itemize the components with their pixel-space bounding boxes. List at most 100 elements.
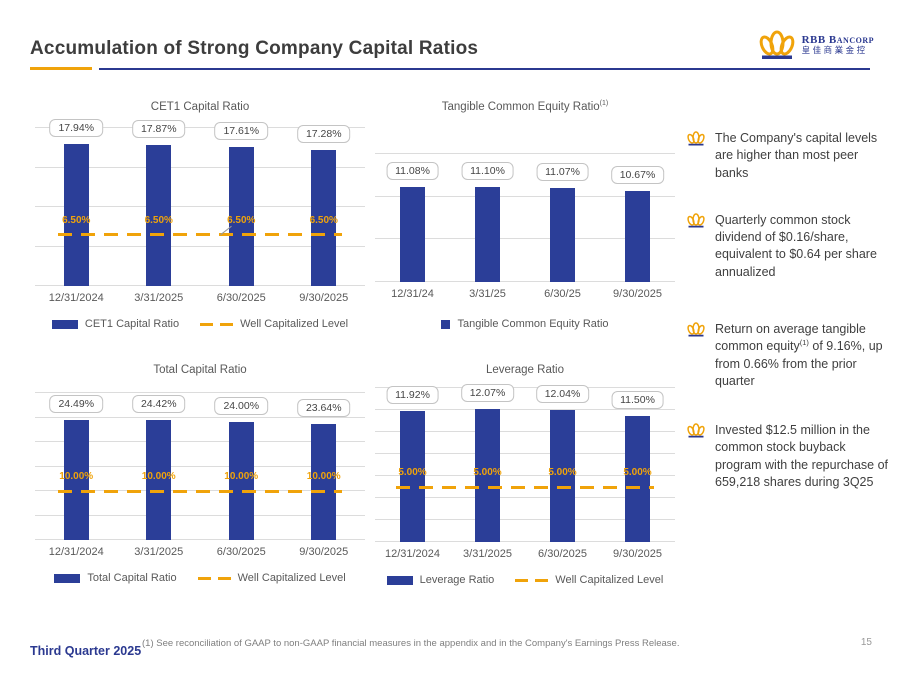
x-axis-labels: 12/31/24 3/31/25 6/30/25 9/30/2025: [375, 288, 675, 302]
logo-chinese-name: 皇佳商業金控: [801, 45, 868, 56]
legend-swatch-dash: [197, 576, 231, 580]
bullet-capital-levels: The Company's capital levels are higher …: [686, 130, 890, 182]
crown-bullet-icon: [686, 322, 706, 338]
well-capitalized-label: 6.50%: [144, 214, 173, 226]
bullet-text: Invested $12.5 million in the common sto…: [715, 422, 890, 491]
x-axis-label: 12/31/24: [391, 288, 434, 300]
gridline: [375, 281, 675, 282]
legend-item: Total Capital Ratio: [54, 572, 177, 584]
plot-area: 24.49% 24.42% 24.00% 23.64% 10.00% 10.00% 10.0…: [35, 392, 365, 540]
bar-value-label: 17.87%: [131, 119, 186, 138]
crown-bullet-icon: [686, 131, 706, 146]
well-capitalized-label: 5.00%: [623, 467, 652, 478]
plot-area: 11.92% 12.07% 12.04% 11.50% 5.00% 5.00% 5.00% 5…: [375, 384, 675, 542]
x-axis-label: 9/30/2025: [613, 288, 662, 300]
well-capitalized-label: 10.00%: [224, 471, 259, 482]
x-axis-label: 6/30/2025: [538, 548, 587, 560]
chart-leverage-ratio: Leverage Ratio 11.92% 12.07% 12.04% 11.50% 5…: [375, 363, 675, 586]
gridline: [375, 153, 675, 154]
company-logo: RBB Bancorp 皇佳商業金控: [756, 30, 874, 60]
legend-label: Well Capitalized Level: [555, 574, 664, 586]
page-title: Accumulation of Strong Company Capital R…: [30, 38, 479, 59]
gridline: [375, 409, 675, 410]
legend-label: CET1 Capital Ratio: [84, 318, 180, 330]
gridline: [35, 127, 365, 128]
well-capitalized-label: 5.00%: [473, 467, 502, 478]
chart-cet1-capital-ratio: CET1 Capital Ratio 17.94% 17.87% 17.61% 17.…: [35, 100, 365, 330]
footnote: (1) See reconciliation of GAAP to non-GA…: [142, 638, 680, 649]
bar: [475, 187, 500, 282]
gridline: [35, 206, 365, 207]
chart-title-text: Total Capital Ratio: [153, 363, 247, 376]
bar-value-label: 11.10%: [461, 162, 514, 181]
bar: [550, 409, 575, 542]
gridline: [35, 539, 365, 540]
well-capitalized-label: 10.00%: [141, 471, 176, 482]
legend-swatch-bar: [51, 319, 78, 329]
bullet-text-sup: (1): [799, 338, 809, 348]
chart-title: Total Capital Ratio: [35, 363, 365, 379]
bar: [228, 146, 254, 286]
well-capitalized-label: 10.00%: [306, 471, 341, 482]
legend-swatch-bar: [54, 573, 81, 583]
chart-title-sup: (1): [599, 100, 609, 107]
logo-text: RBB Bancorp 皇佳商業金控: [802, 34, 874, 56]
x-axis-label: 6/30/25: [544, 288, 581, 300]
gridline: [35, 245, 365, 247]
bullet-text: Return on average tangible common equity…: [715, 321, 890, 390]
x-axis-labels: 12/31/2024 3/31/2025 6/30/2025 9/30/2025: [375, 548, 675, 562]
bar-value-label: 12.07%: [460, 384, 515, 403]
legend-item: Leverage Ratio: [386, 574, 494, 586]
chart-legend: Total Capital Ratio Well Capitalized Leve…: [35, 572, 365, 584]
bullet-text: The Company's capital levels are higher …: [715, 130, 890, 182]
gridline: [375, 519, 675, 520]
gridline: [35, 285, 365, 286]
bar-value-label: 24.49%: [49, 395, 104, 413]
bullet-rotce: Return on average tangible common equity…: [686, 321, 890, 390]
plot-area: 11.08% 11.10% 11.07% 10.67%: [375, 153, 675, 282]
legend-item: Well Capitalized Level: [515, 574, 663, 586]
bar-value-label: 11.92%: [386, 385, 439, 404]
bar-value-label: 11.07%: [536, 162, 589, 181]
well-capitalized-label: 6.50%: [227, 214, 256, 226]
legend-item: Well Capitalized Level: [200, 318, 348, 330]
x-axis-label: 12/31/2024: [48, 546, 104, 558]
bar: [63, 144, 89, 286]
x-axis-label: 3/31/2025: [463, 548, 512, 560]
legend-swatch-bar: [386, 575, 413, 585]
gridline: [35, 166, 365, 168]
chart-title: Tangible Common Equity Ratio(1): [375, 100, 675, 116]
x-axis-labels: 12/31/2024 3/31/2025 6/30/2025 9/30/2025: [35, 292, 365, 306]
bar-value-label: 11.08%: [386, 162, 439, 181]
well-capitalized-label: 5.00%: [398, 467, 427, 478]
bar: [63, 420, 89, 540]
legend-swatch-dash: [515, 578, 549, 582]
bar: [475, 409, 500, 542]
legend-swatch-square: [441, 319, 451, 329]
bar-value-label: 11.50%: [611, 390, 664, 409]
bar-value-label: 10.67%: [610, 165, 665, 184]
well-capitalized-label: 6.50%: [309, 214, 338, 226]
well-capitalized-line: [58, 489, 342, 493]
x-axis-label: 3/31/2025: [134, 292, 184, 304]
gridline: [375, 497, 675, 498]
well-capitalized-line: [58, 233, 342, 237]
gridline: [35, 392, 365, 393]
x-axis-label: 3/31/2025: [134, 546, 184, 558]
legend-label: Tangible Common Equity Ratio: [457, 318, 609, 330]
footer-quarter-label: Third Quarter 2025: [30, 644, 142, 658]
plot-area: 17.94% 17.87% 17.61% 17.28% 6.50% 6.50% 6.50% 6…: [35, 119, 365, 286]
bullet-text-main: The Company's capital levels are higher …: [715, 131, 878, 180]
gridline: [35, 465, 365, 467]
highlights-panel: The Company's capital levels are higher …: [686, 130, 890, 521]
gridline: [375, 431, 675, 432]
gridline: [375, 195, 675, 197]
bar: [400, 410, 425, 542]
bullet-text: Quarterly common stock dividend of $0.16…: [715, 212, 890, 281]
bar: [146, 144, 172, 286]
gridline: [375, 387, 675, 388]
bar: [625, 190, 650, 282]
gridline: [35, 441, 365, 442]
logo-company-name: RBB Bancorp: [801, 33, 874, 46]
